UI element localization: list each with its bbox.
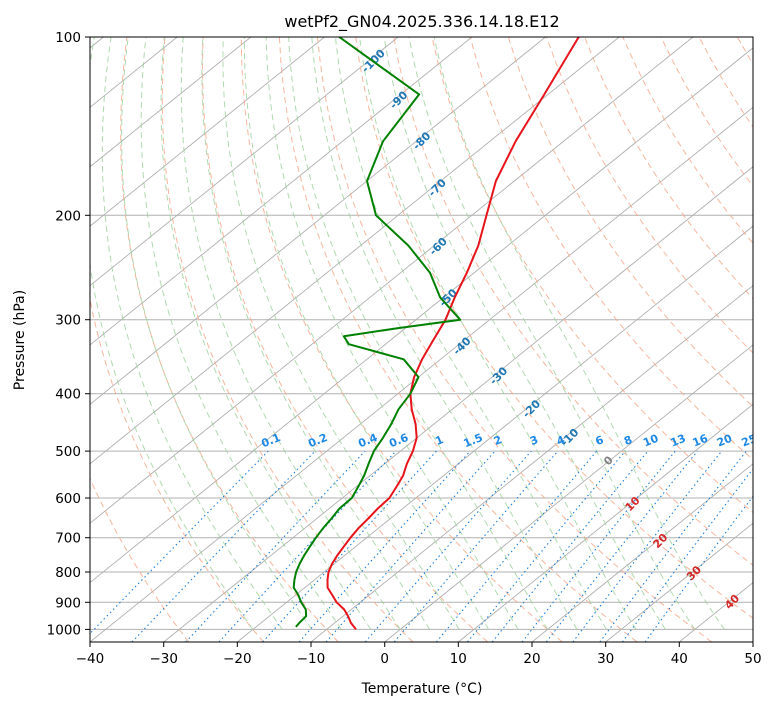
mixing-ratio-line — [599, 450, 747, 642]
isotherm-line — [237, 225, 753, 642]
dewpoint-line — [292, 37, 462, 628]
mixing-ratio-label: 10 — [641, 432, 660, 450]
isotherm-line — [90, 37, 399, 287]
moist-adiabat-line — [311, 37, 578, 630]
moist-adiabat-line — [121, 37, 313, 630]
mixing-ratio-label: 8 — [622, 433, 634, 448]
dry-adiabats — [90, 37, 753, 642]
dry-adiabat-line — [201, 37, 488, 642]
isotherm-line — [90, 37, 325, 227]
isotherm-line — [458, 403, 753, 642]
mixing-ratio-line — [393, 450, 559, 642]
plot-frame — [89, 36, 754, 643]
x-tick-label: 0 — [380, 651, 389, 667]
axes: −40 −30 −20 −10 0 10 20 30 40 50 100 200 300 400 500 60… — [47, 30, 762, 667]
mixing-ratio-label: 3 — [528, 433, 540, 448]
isotherm-line — [531, 463, 753, 642]
y-tick-label: 500 — [55, 444, 81, 460]
isotherm-line — [90, 37, 620, 465]
profile-series — [292, 37, 580, 631]
dry-adiabat-line — [393, 37, 753, 566]
temperature-line — [326, 37, 580, 631]
x-tick-label: 10 — [450, 651, 467, 667]
isotherm-line — [90, 37, 252, 168]
mixing-ratio-label: 16 — [691, 432, 710, 450]
isotherm-line — [605, 522, 753, 642]
x-tick-label: 50 — [744, 651, 761, 667]
plot-area: 0.10.20.40.611.5234681013162025303601020… — [90, 37, 759, 642]
moist-adiabats — [90, 37, 725, 630]
moist-adiabat-line — [288, 37, 549, 630]
isotherm-line — [90, 37, 546, 405]
moist-adiabat-line — [101, 37, 283, 630]
x-tick-label: −10 — [297, 651, 326, 667]
x-tick-label: −40 — [76, 651, 105, 667]
moist-adiabat-line — [140, 37, 342, 630]
isotherm-line — [163, 166, 753, 642]
chart-title: wetPf2_GN04.2025.336.14.18.E12 — [284, 12, 559, 32]
mixing-ratio-label: 20 — [715, 432, 734, 450]
isotherm-line — [90, 37, 473, 346]
x-tick-label: −30 — [149, 651, 178, 667]
mixing-ratio-label: 2 — [492, 433, 504, 448]
moist-adiabat-line — [201, 37, 431, 630]
mixing-ratio-line — [131, 450, 316, 642]
mixing-ratio-label: 25 — [740, 432, 759, 450]
moist-adiabat-line — [180, 37, 401, 630]
y-tick-label: 100 — [55, 30, 81, 46]
dry-adiabat-line — [317, 37, 713, 642]
mixing-ratio-lines — [90, 450, 753, 642]
x-tick-label: −20 — [223, 651, 252, 667]
moist-adiabat-line — [90, 37, 254, 630]
moist-adiabat-line — [433, 37, 725, 630]
y-tick-label: 700 — [55, 531, 81, 547]
y-tick-label: 1000 — [47, 622, 81, 638]
dry-adiabat-line — [278, 37, 638, 642]
y-axis-label: Pressure (hPa) — [12, 290, 28, 390]
dry-adiabat-line — [431, 37, 753, 514]
moist-adiabat-line — [243, 37, 490, 630]
dry-adiabat-line — [240, 37, 563, 642]
dry-adiabat-line — [469, 37, 753, 461]
isotherm-line — [90, 47, 753, 584]
isotherm-line — [90, 37, 694, 524]
isotherm-line — [90, 106, 753, 642]
isotherm-line — [384, 344, 753, 642]
y-tick-label: 800 — [55, 565, 81, 581]
y-tick-label: 400 — [55, 387, 81, 403]
dry-adiabat-line — [355, 37, 753, 619]
mixing-ratio-line — [545, 450, 698, 642]
y-tick-label: 300 — [55, 313, 81, 329]
dry-adiabat-line — [90, 477, 190, 642]
y-tick-label: 200 — [55, 208, 81, 224]
mixing-ratio-line — [491, 450, 649, 642]
moist-adiabat-line — [222, 37, 460, 630]
mixing-ratio-line — [262, 450, 437, 642]
x-tick-label: 20 — [523, 651, 540, 667]
mixing-ratio-line — [90, 450, 269, 635]
moist-adiabat-line — [160, 37, 372, 630]
dry-adiabat-line — [90, 296, 264, 642]
y-tick-label: 600 — [55, 491, 81, 507]
moist-adiabat-line — [265, 37, 519, 630]
x-axis-label: Temperature (°C) — [361, 681, 483, 697]
x-tick-label: 40 — [671, 651, 688, 667]
x-tick-label: 30 — [597, 651, 614, 667]
mixing-ratio-line — [298, 450, 471, 642]
y-tick-label: 900 — [55, 595, 81, 611]
mixing-ratio-label: 13 — [669, 432, 688, 450]
mixing-ratio-line — [521, 450, 676, 642]
moist-adiabat-line — [335, 37, 607, 630]
mixing-ratio-label: 1 — [433, 433, 445, 448]
mixing-ratio-line — [325, 450, 496, 642]
dry-adiabat-line — [120, 37, 339, 642]
grid-lines — [90, 37, 753, 642]
mixing-ratio-line — [621, 468, 753, 642]
dry-adiabat-line — [161, 37, 414, 642]
mixing-ratio-line — [218, 450, 397, 642]
mixing-ratio-line — [185, 450, 366, 642]
